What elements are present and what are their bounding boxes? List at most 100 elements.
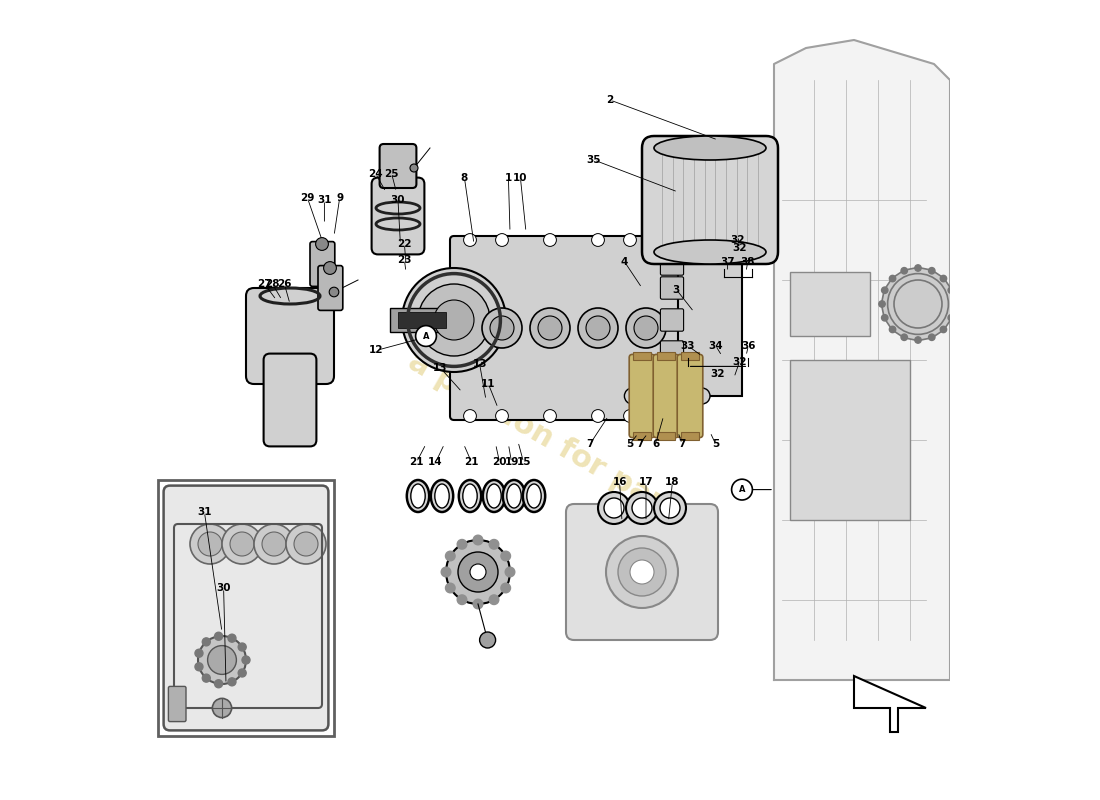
- Text: 11: 11: [481, 379, 496, 389]
- Bar: [681, 432, 698, 440]
- Text: 9: 9: [336, 194, 343, 203]
- Circle shape: [329, 287, 339, 297]
- Ellipse shape: [626, 492, 658, 524]
- Circle shape: [222, 524, 262, 564]
- Circle shape: [416, 326, 437, 346]
- Circle shape: [463, 410, 476, 422]
- Circle shape: [286, 524, 326, 564]
- Circle shape: [228, 678, 236, 686]
- Circle shape: [402, 268, 506, 372]
- Text: 26: 26: [277, 279, 292, 289]
- Circle shape: [694, 388, 710, 404]
- Circle shape: [480, 632, 496, 648]
- Text: 1: 1: [505, 173, 512, 182]
- Bar: [657, 432, 674, 440]
- Circle shape: [441, 567, 451, 577]
- FancyBboxPatch shape: [318, 266, 343, 310]
- Circle shape: [482, 308, 522, 348]
- Circle shape: [888, 274, 948, 334]
- Polygon shape: [854, 676, 926, 732]
- Text: 31: 31: [197, 507, 211, 517]
- Text: 14: 14: [428, 458, 443, 467]
- FancyBboxPatch shape: [678, 354, 703, 438]
- Circle shape: [592, 410, 604, 422]
- Circle shape: [586, 316, 611, 340]
- FancyBboxPatch shape: [372, 178, 425, 254]
- Text: 37: 37: [720, 258, 735, 267]
- Text: 18: 18: [666, 478, 680, 487]
- Circle shape: [624, 410, 637, 422]
- Text: 7: 7: [586, 439, 594, 449]
- Circle shape: [543, 234, 557, 246]
- Text: 19: 19: [505, 458, 519, 467]
- Ellipse shape: [463, 484, 477, 508]
- Text: 16: 16: [613, 478, 627, 487]
- Polygon shape: [774, 40, 950, 680]
- Text: 10: 10: [514, 173, 528, 182]
- Circle shape: [458, 595, 466, 605]
- Text: 13: 13: [433, 363, 448, 373]
- Ellipse shape: [459, 480, 481, 512]
- Circle shape: [901, 334, 908, 341]
- FancyBboxPatch shape: [660, 373, 683, 395]
- FancyBboxPatch shape: [566, 504, 718, 640]
- Circle shape: [894, 280, 942, 328]
- Circle shape: [928, 267, 935, 274]
- Ellipse shape: [522, 480, 546, 512]
- Text: 7: 7: [679, 439, 685, 449]
- Ellipse shape: [654, 492, 686, 524]
- Circle shape: [882, 268, 954, 340]
- Bar: [790, 272, 870, 336]
- Text: 3: 3: [673, 285, 680, 294]
- Circle shape: [496, 234, 508, 246]
- Circle shape: [624, 234, 637, 246]
- Circle shape: [212, 698, 232, 718]
- Circle shape: [606, 536, 678, 608]
- Ellipse shape: [598, 492, 630, 524]
- Circle shape: [446, 540, 510, 604]
- FancyBboxPatch shape: [450, 236, 682, 420]
- Ellipse shape: [507, 484, 521, 508]
- FancyBboxPatch shape: [642, 136, 778, 264]
- Circle shape: [656, 234, 669, 246]
- Circle shape: [500, 551, 510, 561]
- Circle shape: [634, 316, 658, 340]
- FancyBboxPatch shape: [660, 277, 683, 299]
- Circle shape: [458, 552, 498, 592]
- Circle shape: [543, 410, 557, 422]
- Bar: [657, 352, 674, 360]
- Text: 24: 24: [368, 169, 383, 178]
- Bar: [678, 256, 743, 396]
- Ellipse shape: [654, 240, 766, 264]
- Circle shape: [538, 316, 562, 340]
- FancyBboxPatch shape: [653, 354, 679, 438]
- Ellipse shape: [434, 484, 449, 508]
- Circle shape: [418, 284, 490, 356]
- Ellipse shape: [604, 498, 624, 518]
- Circle shape: [228, 634, 236, 642]
- Circle shape: [434, 300, 474, 340]
- Circle shape: [239, 669, 246, 677]
- Text: 2: 2: [606, 95, 614, 105]
- Text: 23: 23: [397, 255, 411, 265]
- Circle shape: [294, 532, 318, 556]
- Circle shape: [446, 583, 455, 593]
- Circle shape: [948, 314, 955, 321]
- FancyBboxPatch shape: [264, 354, 317, 446]
- Text: 12: 12: [370, 346, 384, 355]
- Circle shape: [732, 479, 752, 500]
- Text: 28: 28: [265, 279, 279, 289]
- Circle shape: [505, 567, 515, 577]
- Ellipse shape: [503, 480, 525, 512]
- Text: 5: 5: [712, 439, 719, 449]
- Circle shape: [915, 265, 921, 271]
- Circle shape: [578, 308, 618, 348]
- Bar: [390, 308, 462, 332]
- Circle shape: [202, 638, 210, 646]
- Circle shape: [208, 646, 236, 674]
- Text: 32: 32: [711, 369, 725, 378]
- FancyBboxPatch shape: [660, 341, 683, 363]
- FancyBboxPatch shape: [310, 242, 334, 286]
- Circle shape: [889, 326, 895, 333]
- Circle shape: [239, 643, 246, 651]
